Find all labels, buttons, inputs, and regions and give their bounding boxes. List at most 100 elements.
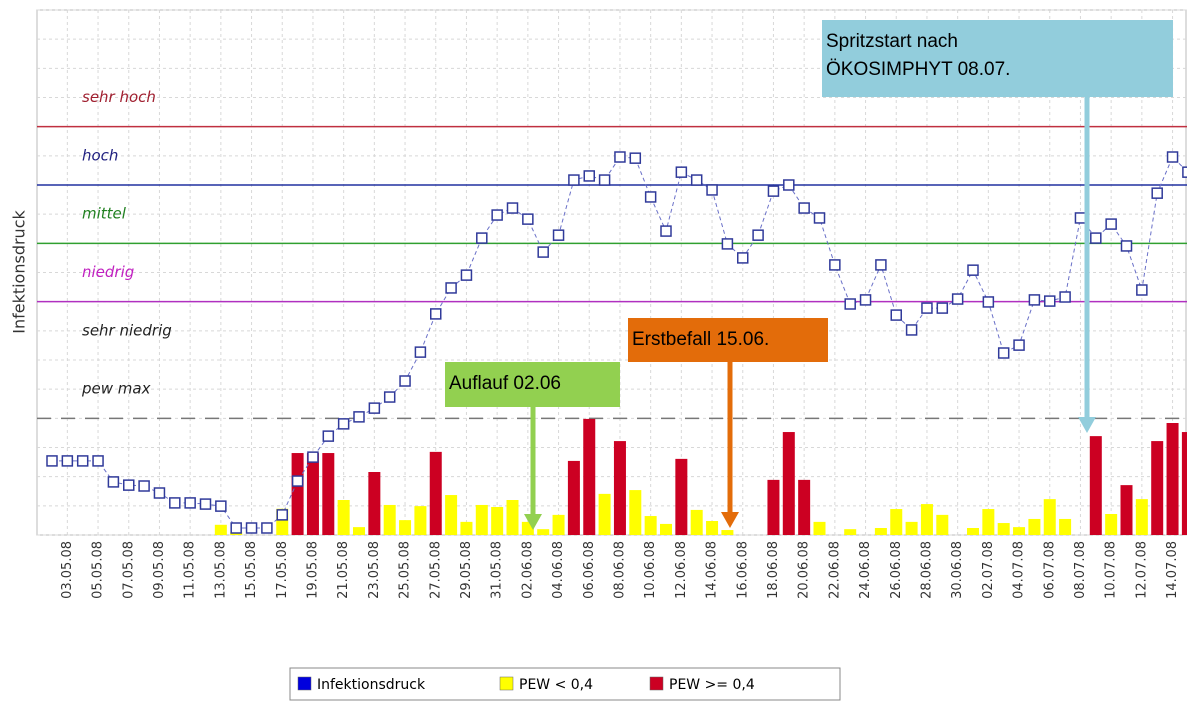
x-tick-label: 18.06.08 xyxy=(766,541,781,599)
point xyxy=(1120,240,1133,252)
point xyxy=(737,252,749,264)
bar xyxy=(706,521,719,535)
legend-swatch xyxy=(649,676,664,691)
level-label: mittel xyxy=(82,205,127,223)
point xyxy=(153,487,166,499)
bar xyxy=(1043,499,1056,535)
point xyxy=(491,209,503,221)
point xyxy=(107,476,120,488)
x-tick-label: 15.05.08 xyxy=(244,541,259,599)
bar xyxy=(1105,514,1118,535)
bar xyxy=(445,495,458,535)
point xyxy=(767,185,780,197)
point xyxy=(337,418,350,430)
point xyxy=(460,269,473,281)
point xyxy=(184,497,196,509)
bar xyxy=(214,524,227,535)
point xyxy=(905,324,918,336)
point xyxy=(1166,151,1179,163)
legend-swatch xyxy=(499,676,514,691)
point xyxy=(261,522,273,534)
bar xyxy=(383,504,396,535)
point xyxy=(875,259,887,271)
point xyxy=(844,298,856,310)
legend-box xyxy=(289,667,841,701)
arrow-head xyxy=(721,512,739,528)
point xyxy=(1013,339,1025,351)
bar xyxy=(905,521,918,535)
legend-label: Infektionsdruck xyxy=(317,677,426,693)
point xyxy=(1136,284,1148,296)
point xyxy=(276,509,288,521)
point xyxy=(199,498,212,510)
bar xyxy=(322,453,335,535)
legend-label: PEW >= 0,4 xyxy=(669,677,755,693)
point xyxy=(675,166,688,178)
annotation-text: Spritzstart nach xyxy=(826,31,958,52)
point xyxy=(291,475,304,487)
x-tick-label: 10.06.08 xyxy=(643,541,658,599)
bar xyxy=(1028,518,1041,535)
point xyxy=(92,455,104,467)
point xyxy=(859,294,872,306)
bar xyxy=(460,521,473,535)
point xyxy=(230,522,242,534)
bar xyxy=(629,490,642,535)
x-tick-label: 12.07.08 xyxy=(1134,541,1149,599)
level-label: hoch xyxy=(82,146,118,164)
point xyxy=(322,430,335,442)
point xyxy=(690,174,703,186)
legend: Infektionsdruck PEW < 0,4 PEW >= 0,4 xyxy=(289,667,841,701)
point xyxy=(1151,187,1163,199)
point xyxy=(76,455,89,467)
x-tick-label: 26.06.08 xyxy=(889,541,904,599)
point xyxy=(1028,294,1041,306)
point xyxy=(813,212,826,224)
point xyxy=(215,500,227,512)
x-tick-label: 16.06.08 xyxy=(735,541,750,599)
bar xyxy=(429,451,442,535)
bar xyxy=(337,500,350,535)
x-tick-label: 08.06.08 xyxy=(612,541,627,599)
x-tick-label: 02.07.08 xyxy=(981,541,996,599)
x-tick-label: 04.06.08 xyxy=(551,541,566,599)
point xyxy=(245,522,258,534)
point xyxy=(783,179,795,191)
bar xyxy=(291,453,304,535)
bar xyxy=(767,479,780,535)
y-axis-label: Infektionsdruck xyxy=(10,210,29,334)
bar xyxy=(1059,518,1072,535)
x-tick-label: 06.06.08 xyxy=(582,541,597,599)
x-tick-label: 14.07.08 xyxy=(1165,541,1180,599)
bar xyxy=(537,529,550,535)
bar xyxy=(1013,527,1026,535)
point xyxy=(951,293,964,305)
x-tick-label: 30.06.08 xyxy=(950,541,965,599)
point xyxy=(967,264,979,276)
point xyxy=(430,308,442,320)
x-tick-label: 24.06.08 xyxy=(858,541,873,599)
bar xyxy=(1181,432,1187,535)
bar xyxy=(982,509,995,535)
x-tick-label: 28.06.08 xyxy=(919,541,934,599)
annotation-box xyxy=(628,318,828,362)
annotation-box xyxy=(445,362,620,407)
bar xyxy=(506,500,519,535)
bar xyxy=(997,523,1010,535)
annotation-text: Erstbefall 15.06. xyxy=(632,329,769,350)
bar xyxy=(890,509,903,535)
x-tick-label: 22.06.08 xyxy=(827,541,842,599)
x-tick-label: 20.06.08 xyxy=(797,541,812,599)
x-tick-label: 12.06.08 xyxy=(674,541,689,599)
annotation-box xyxy=(822,20,1173,97)
bar xyxy=(920,504,933,535)
level-label: sehr hoch xyxy=(82,88,156,106)
level-label: pew max xyxy=(81,380,151,398)
bar xyxy=(1089,436,1102,535)
point xyxy=(1059,291,1071,303)
x-tick-label: 10.07.08 xyxy=(1104,541,1119,599)
x-tick-label: 19.05.08 xyxy=(305,541,320,599)
point xyxy=(1090,232,1102,244)
point xyxy=(414,346,427,358)
